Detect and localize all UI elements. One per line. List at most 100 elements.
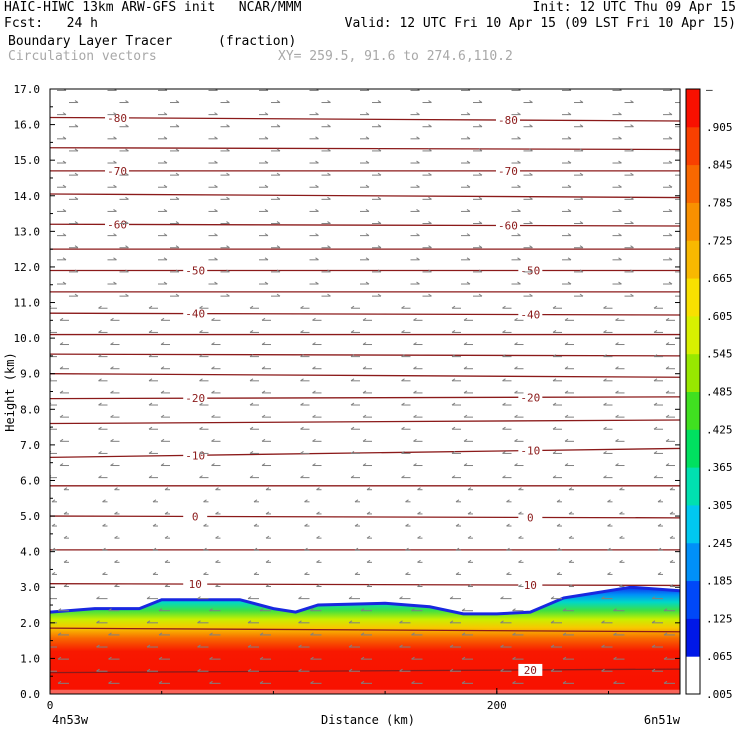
wind-vector-head [365, 233, 370, 237]
wind-vector-head [478, 172, 483, 176]
wind-vector-head [500, 620, 504, 624]
wind-vector-head [668, 209, 673, 212]
wind-vector-head [125, 148, 129, 152]
wind-vector-head [529, 100, 533, 103]
wind-vector-head [211, 317, 215, 321]
wind-vector-head [253, 547, 258, 551]
wind-vector-head [215, 511, 219, 515]
wind-vector-head [451, 305, 456, 309]
wind-vector-head [552, 354, 557, 358]
wind-vector-head [163, 184, 168, 188]
wind-vector-head [264, 184, 269, 188]
wind-vector-head [226, 100, 230, 103]
isotherm-label-bg [518, 663, 543, 676]
wind-vector-head [562, 632, 567, 636]
wind-vector-head [529, 221, 533, 224]
wind-vector-head [603, 402, 607, 406]
wind-vector-head [152, 547, 157, 551]
isotherm-label-bg [105, 164, 130, 177]
wind-vector-head [657, 523, 662, 527]
wind-vector-head [316, 511, 320, 515]
wind-vector-head [619, 535, 623, 539]
wind-vector-head [607, 547, 611, 551]
wind-vector-head [466, 281, 471, 285]
isotherm-label: 10 [189, 578, 202, 591]
y-tick-label: 11.0 [14, 297, 41, 310]
wind-vector-head [502, 451, 506, 454]
wind-vector-head [478, 245, 483, 249]
wind-vector-head [615, 390, 619, 394]
wind-vector-head [502, 426, 506, 430]
wind-vector-head [304, 572, 308, 575]
wind-vector-head [362, 317, 367, 321]
colorbar-label: .785 [706, 196, 733, 209]
wind-vector-head [209, 680, 213, 684]
colorbar-label: .005 [706, 688, 733, 701]
wind-vector-head [63, 487, 68, 491]
wind-vector-head [276, 124, 281, 128]
wind-vector-head [57, 680, 62, 684]
wind-vector-head [327, 148, 331, 152]
colorbar-swatch [686, 467, 700, 506]
wind-vector-head [514, 317, 518, 321]
wind-vector-head [163, 281, 168, 285]
wind-vector-head [62, 136, 67, 140]
colorbar-swatch [686, 202, 700, 241]
wind-vector-head [158, 608, 163, 612]
wind-vector-head [175, 148, 180, 152]
colorbar-swatch [686, 240, 700, 279]
wind-vector-head [411, 656, 415, 660]
colorbar-swatch [686, 126, 700, 166]
wind-vector-head [603, 354, 607, 358]
wind-vector-head [518, 584, 522, 587]
wind-vector-head [668, 233, 673, 237]
wind-vector-head [312, 390, 316, 394]
wind-vector-head [354, 499, 359, 503]
wind-vector-head [428, 148, 432, 152]
wind-vector-head [327, 100, 331, 103]
wind-vector-head [160, 390, 165, 394]
wind-vector-head [114, 487, 118, 491]
colorbar-label: .905 [706, 121, 733, 134]
wind-vector-head [630, 172, 634, 176]
wind-vector-head [249, 426, 254, 430]
wind-vector-head [300, 451, 304, 454]
wind-vector-head [478, 269, 483, 273]
wind-vector-head [350, 305, 355, 309]
wind-vector-head [630, 196, 634, 200]
wind-vector-head [618, 112, 622, 116]
wind-vector-head [405, 499, 409, 503]
wind-vector-head [603, 305, 607, 309]
wind-vector-head [601, 644, 605, 648]
wind-vector-head [411, 608, 415, 612]
wind-vector-head [164, 487, 169, 491]
wind-vector-head [512, 680, 516, 684]
wind-vector-head [478, 100, 483, 103]
wind-vector-head [506, 523, 510, 527]
wind-vector-head [451, 402, 456, 406]
wind-vector-head [377, 172, 382, 176]
wind-vector-head [365, 257, 370, 261]
wind-vector-head [413, 390, 417, 394]
wind-vector-head [74, 148, 79, 152]
wind-vector-head [529, 124, 533, 128]
wind-vector-head [568, 487, 573, 491]
wind-vector-head [416, 112, 420, 116]
wind-vector-head [215, 487, 219, 491]
wind-vector-head [259, 656, 264, 660]
wind-vector-head [74, 100, 79, 103]
wind-vector-head [46, 645, 49, 647]
wind-vector-head [327, 196, 331, 200]
wind-vector-head [630, 293, 634, 297]
wind-vector-head [164, 511, 169, 515]
isotherm-line [50, 396, 680, 400]
wind-vector-head [506, 499, 510, 503]
isotherm-label: -50 [185, 265, 205, 278]
wind-vector-head [46, 621, 49, 623]
wind-vector-head [148, 426, 153, 430]
wind-vector-head [466, 257, 471, 261]
wind-vector-head [350, 426, 355, 430]
wind-vector-head [681, 294, 684, 296]
wind-vector-head [300, 426, 304, 430]
wind-vector-head [175, 100, 180, 103]
